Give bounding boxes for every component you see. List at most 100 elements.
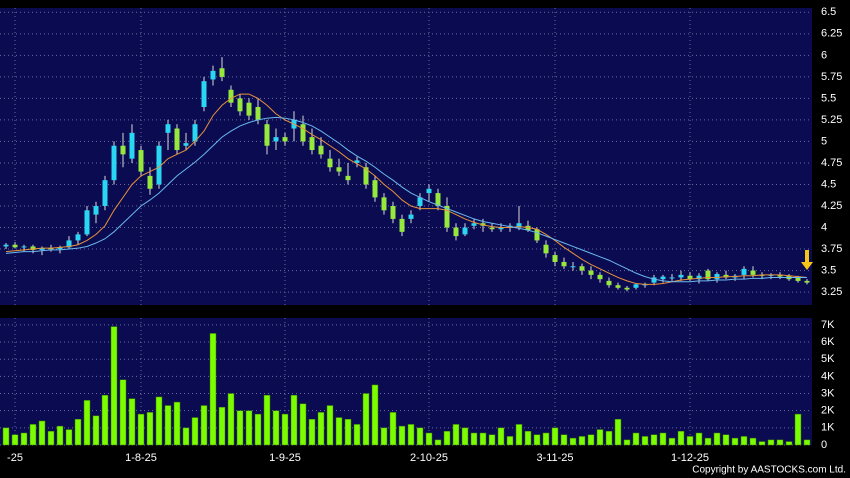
y-tick-label: 6.5 [821, 6, 836, 18]
candle-body [498, 227, 504, 230]
y-tick-label: 5 [821, 135, 827, 147]
volume-bar [506, 436, 514, 446]
candle-body [696, 275, 702, 280]
candle-body [741, 268, 747, 275]
volume-bar [596, 429, 604, 446]
volume-bar [461, 427, 469, 446]
arrow-icon [801, 250, 813, 270]
volume-bar [803, 439, 811, 446]
volume-bar [668, 437, 676, 446]
x-tick-label: 1-9-25 [269, 452, 301, 464]
volume-bar [389, 412, 397, 446]
candle-body [444, 206, 450, 228]
candle-body [174, 128, 180, 151]
candle-body [66, 240, 72, 248]
y-tick-label: 7K [821, 319, 835, 331]
candle-body [462, 227, 468, 235]
candle-body [165, 124, 171, 133]
candle-body [138, 150, 144, 172]
candle-body [606, 280, 612, 286]
candle-body [93, 206, 99, 215]
volume-bar [317, 412, 325, 446]
y-tick-label: 5.5 [821, 92, 836, 104]
volume-bar [200, 405, 208, 446]
volume-bar [641, 436, 649, 446]
volume-bar [587, 434, 595, 446]
candle-body [588, 270, 594, 275]
volume-bar [452, 424, 460, 446]
volume-bar [488, 434, 496, 446]
volume-bar [551, 427, 559, 446]
volume-bar [137, 413, 145, 446]
candle-body [453, 227, 459, 237]
volume-bar [515, 424, 523, 446]
volume-bar [353, 424, 361, 446]
volume-bar [434, 439, 442, 446]
y-tick-label: 4K [821, 370, 835, 382]
y-tick-label: 6K [821, 336, 835, 348]
y-tick-label: 2K [821, 405, 835, 417]
y-tick-label: 3K [821, 387, 835, 399]
volume-bar [65, 429, 73, 446]
volume-bar [704, 437, 712, 446]
volume-bar [524, 431, 532, 446]
candle-body [579, 266, 585, 271]
volume-bar [119, 379, 127, 446]
candle-body [570, 266, 576, 268]
candle-body [201, 81, 207, 107]
candle-body [264, 124, 270, 146]
volume-bar [83, 400, 91, 446]
y-tick-label: 5K [821, 353, 835, 365]
volume-bar [407, 424, 415, 446]
volume-bar [713, 432, 721, 446]
candle-body [543, 244, 549, 254]
candle-body [246, 102, 252, 116]
candle-body [471, 223, 477, 226]
volume-bar [479, 432, 487, 446]
candle-body [804, 280, 810, 283]
volume-bar [263, 394, 271, 446]
candle-body [327, 158, 333, 168]
candle-body [30, 246, 36, 250]
volume-bar [443, 431, 451, 446]
y-tick-label: 0 [821, 439, 827, 451]
candle-body [147, 175, 153, 189]
candle-body [102, 180, 108, 206]
volume-bar [335, 417, 343, 446]
volume-bar [254, 413, 262, 446]
candle-body [687, 275, 693, 280]
candle-body [669, 277, 675, 279]
candle-body [300, 124, 306, 142]
volume-bar [29, 424, 37, 446]
volume-bar [164, 405, 172, 446]
volume-bar [191, 417, 199, 446]
volume-bar [731, 437, 739, 446]
candle-body [714, 274, 720, 280]
candle-body [363, 167, 369, 185]
volume-bar [416, 427, 424, 446]
volume-bar [56, 425, 64, 446]
volume-bar [110, 326, 118, 446]
volume-bar [299, 403, 307, 446]
candle-body [633, 284, 639, 288]
candle-body [219, 68, 225, 77]
candle-body [390, 206, 396, 219]
volume-bar [128, 398, 136, 446]
candle-body [192, 124, 198, 142]
volume-bar [236, 410, 244, 446]
y-tick-label: 6.25 [821, 28, 842, 40]
volume-bar [326, 405, 334, 446]
candle-body [12, 244, 18, 248]
volume-bar [209, 333, 217, 446]
candle-body [354, 160, 360, 163]
candle-body [309, 137, 315, 151]
candle-body [426, 188, 432, 194]
candle-body [273, 137, 279, 142]
candle-body [111, 145, 117, 181]
volume-bar [605, 431, 613, 446]
y-tick-label: 4.5 [821, 178, 836, 190]
y-tick-label: 4.25 [821, 200, 842, 212]
volume-bar [425, 432, 433, 446]
